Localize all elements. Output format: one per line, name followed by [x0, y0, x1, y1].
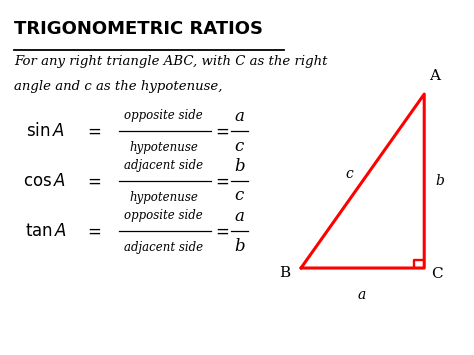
Text: b: b — [234, 158, 245, 175]
Text: adjacent side: adjacent side — [124, 241, 203, 254]
Text: $\sin A$: $\sin A$ — [26, 122, 65, 140]
Text: $=$: $=$ — [84, 173, 101, 190]
Text: a: a — [235, 108, 244, 125]
Text: c: c — [235, 187, 244, 204]
Text: B: B — [279, 266, 290, 280]
Text: opposite side: opposite side — [124, 109, 203, 122]
Text: a: a — [357, 288, 365, 301]
Text: c: c — [235, 138, 244, 155]
Text: A: A — [429, 70, 440, 83]
Text: $\tan A$: $\tan A$ — [25, 223, 67, 240]
Text: $=$: $=$ — [212, 173, 229, 190]
Text: $=$: $=$ — [84, 123, 101, 140]
Text: b: b — [234, 238, 245, 255]
Text: hypotenuse: hypotenuse — [129, 191, 198, 203]
Text: C: C — [431, 267, 443, 281]
Text: For any right triangle ABC, with C as the right: For any right triangle ABC, with C as th… — [14, 55, 328, 68]
Text: c: c — [346, 167, 353, 181]
Text: $\cos A$: $\cos A$ — [23, 173, 66, 190]
Text: $=$: $=$ — [212, 123, 229, 140]
Text: $=$: $=$ — [212, 223, 229, 240]
Text: $=$: $=$ — [84, 223, 101, 240]
Text: TRIGONOMETRIC RATIOS: TRIGONOMETRIC RATIOS — [14, 20, 263, 38]
Text: hypotenuse: hypotenuse — [129, 141, 198, 154]
Text: adjacent side: adjacent side — [124, 159, 203, 171]
Text: a: a — [235, 208, 244, 225]
Text: opposite side: opposite side — [124, 209, 203, 222]
Text: angle and c as the hypotenuse,: angle and c as the hypotenuse, — [14, 80, 223, 93]
Text: b: b — [435, 174, 444, 188]
